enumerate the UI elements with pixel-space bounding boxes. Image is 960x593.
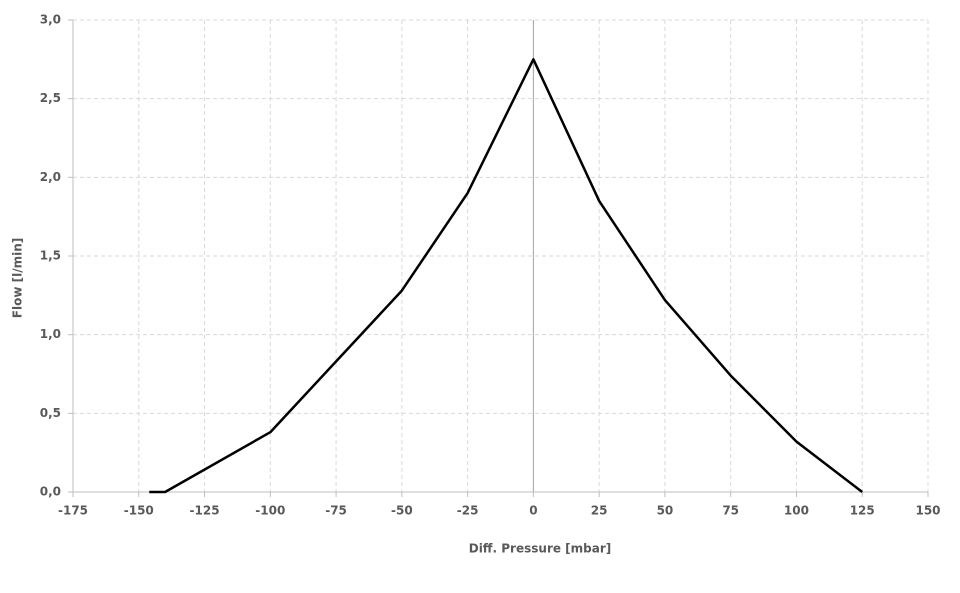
y-tick-label: 2,5: [40, 91, 61, 105]
x-tick-label: -25: [457, 504, 479, 518]
x-tick-label: 25: [591, 504, 608, 518]
y-tick-label: 1,5: [40, 249, 61, 263]
y-axis-title: Flow [l/min]: [11, 238, 25, 318]
x-tick-label: 100: [784, 504, 809, 518]
x-tick-label: -100: [255, 504, 285, 518]
y-tick-label: 2,0: [40, 170, 61, 184]
x-tick-label: -150: [124, 504, 154, 518]
x-tick-label: 75: [722, 504, 739, 518]
y-tick-label: 0,5: [40, 406, 61, 420]
x-tick-label: -175: [58, 504, 88, 518]
x-axis-title: Diff. Pressure [mbar]: [469, 542, 612, 556]
x-tick-label: 150: [915, 504, 940, 518]
x-tick-label: 50: [657, 504, 674, 518]
x-tick-label: 125: [850, 504, 875, 518]
y-tick-label: 3,0: [40, 13, 61, 27]
y-tick-label: 1,0: [40, 327, 61, 341]
data-line: [149, 58, 863, 494]
x-tick-label: -125: [190, 504, 220, 518]
x-tick-label: -50: [391, 504, 413, 518]
x-tick-label: 0: [529, 504, 537, 518]
x-tick-label: -75: [325, 504, 347, 518]
y-tick-label: 0,0: [40, 485, 61, 499]
